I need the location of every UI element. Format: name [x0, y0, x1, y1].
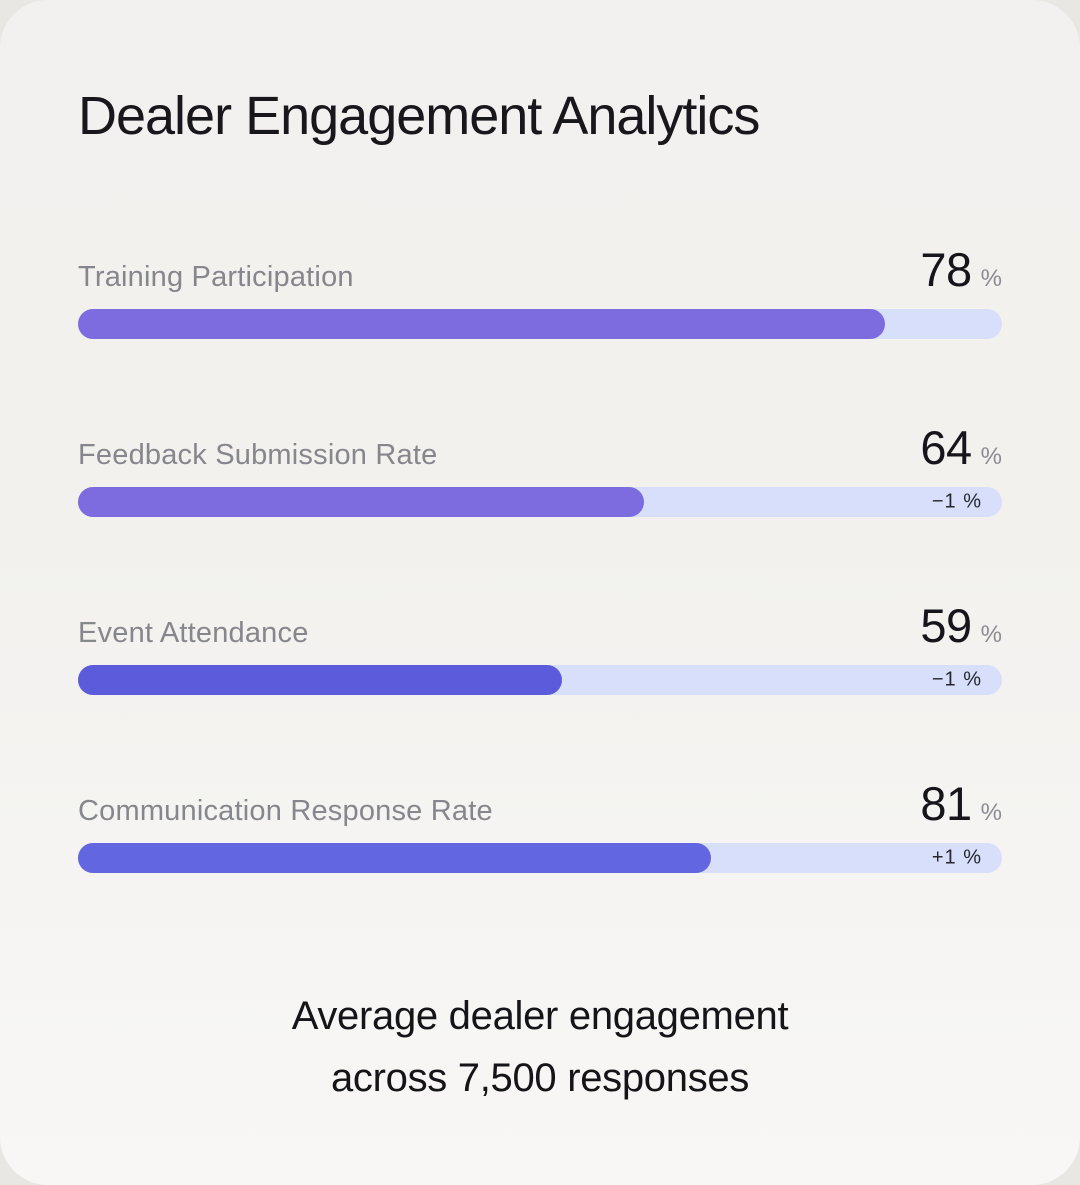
metric-header: Event Attendance 59% [78, 598, 1002, 653]
metric-value-group: 64% [920, 420, 1002, 475]
delta-badge: −1 % [931, 668, 982, 691]
metric-value: 59 [920, 599, 972, 652]
metric-label: Communication Response Rate [78, 795, 493, 827]
metrics-list: Training Participation 78% Feedback Subm… [78, 242, 1002, 873]
progress-fill [78, 309, 885, 339]
metric-unit: % [980, 799, 1002, 826]
metric-header: Communication Response Rate 81% [78, 776, 1002, 831]
progress-track [78, 309, 1002, 339]
delta-badge: +1 % [931, 846, 982, 869]
metric-row-feedback-submission-rate: Feedback Submission Rate 64% −1 % [78, 420, 1002, 517]
summary-caption: Average dealer engagement across 7,500 r… [78, 985, 1002, 1109]
metric-header: Feedback Submission Rate 64% [78, 420, 1002, 475]
metric-value: 64 [920, 421, 972, 474]
metric-row-communication-response-rate: Communication Response Rate 81% +1 % [78, 776, 1002, 873]
metric-header: Training Participation 78% [78, 242, 1002, 297]
metric-value-group: 78% [920, 242, 1002, 297]
metric-label: Event Attendance [78, 617, 309, 649]
progress-fill [78, 665, 563, 695]
metric-value-group: 81% [920, 776, 1002, 831]
summary-caption-line2: across 7,500 responses [330, 1056, 750, 1100]
progress-fill [78, 843, 711, 873]
summary-caption-line1: Average dealer engagement [291, 994, 789, 1038]
progress-track: +1 % [78, 843, 1002, 873]
metric-value-group: 59% [920, 598, 1002, 653]
metric-label: Training Participation [78, 261, 354, 293]
metric-value: 81 [920, 777, 972, 830]
progress-track: −1 % [78, 487, 1002, 517]
delta-badge: −1 % [931, 490, 982, 513]
metric-unit: % [980, 443, 1002, 470]
progress-fill [78, 487, 645, 517]
progress-track: −1 % [78, 665, 1002, 695]
metric-row-training-participation: Training Participation 78% [78, 242, 1002, 339]
metric-unit: % [980, 265, 1002, 292]
metric-label: Feedback Submission Rate [78, 439, 438, 471]
metric-unit: % [980, 621, 1002, 648]
metric-row-event-attendance: Event Attendance 59% −1 % [78, 598, 1002, 695]
metric-value: 78 [920, 243, 972, 296]
page-title: Dealer Engagement Analytics [78, 86, 760, 146]
